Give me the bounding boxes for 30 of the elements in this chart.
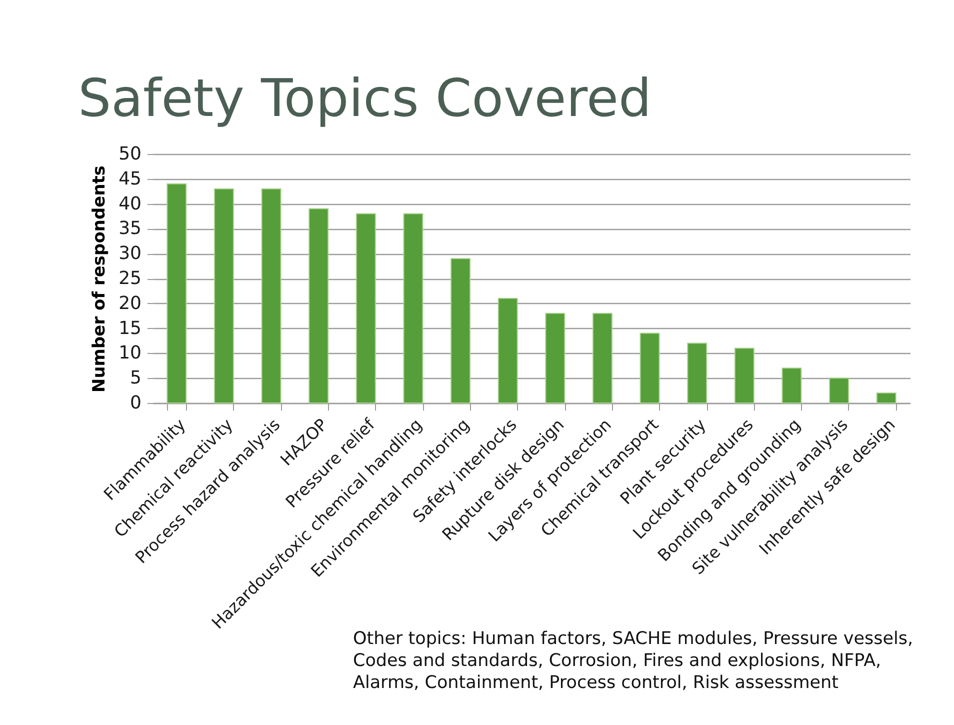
y-tick-label: 15 (118, 318, 142, 339)
y-tick-label: 20 (118, 292, 142, 314)
bar (734, 348, 754, 404)
bar (640, 332, 660, 404)
bar (214, 188, 234, 404)
y-tick-label: 45 (118, 168, 142, 190)
y-tick-label: 25 (118, 268, 142, 289)
y-axis-title: Number of respondents (90, 165, 110, 393)
bar (498, 298, 518, 404)
bar (687, 342, 708, 404)
bar (450, 258, 470, 404)
bar (403, 213, 424, 404)
text: Other topics: Human factors, SACHE modules, Pressure vessels, Codes and standards, Corrosion, Fires and explosions, NFPA, Alarms, Containment, Process control, Risk assessment (353, 629, 914, 693)
bar (592, 312, 612, 404)
y-tick-label: 40 (118, 193, 142, 214)
chart-title: Safety Topics Covered (78, 69, 652, 129)
y-tick-label: 5 (130, 368, 142, 389)
bar (166, 183, 187, 404)
y-tick-label: 30 (118, 243, 142, 264)
bar (545, 312, 566, 404)
bar (829, 378, 849, 404)
bar (356, 213, 376, 404)
y-tick-label: 10 (118, 342, 142, 364)
bar (261, 188, 282, 404)
bar (876, 392, 896, 404)
bar (308, 208, 329, 404)
bar (782, 368, 802, 404)
y-tick-label: 35 (118, 218, 142, 240)
y-tick-label: 0 (130, 392, 142, 414)
y-tick-label: 50 (118, 144, 142, 164)
